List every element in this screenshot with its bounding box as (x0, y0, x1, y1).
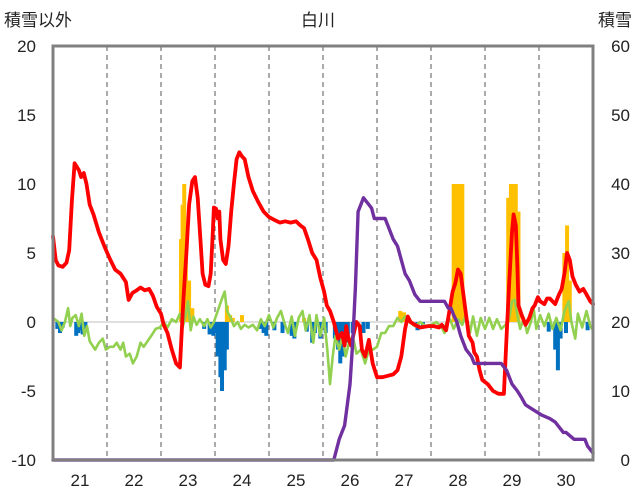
bar (565, 225, 570, 322)
x-tick-label: 26 (341, 471, 360, 490)
left-y-tick-labels: -10 -5 0 5 10 15 20 (11, 37, 36, 470)
left-y-tick-label: 15 (17, 106, 36, 125)
left-y-tick-label: 10 (17, 175, 36, 194)
bar (76, 322, 81, 334)
left-y-tick-label: -10 (11, 451, 36, 470)
x-tick-label: 29 (503, 471, 522, 490)
bar (562, 253, 567, 322)
left-y-tick-label: -5 (21, 382, 36, 401)
bar (365, 322, 370, 329)
bar (211, 322, 216, 336)
chart-title: 白川 (301, 11, 335, 30)
plot-frame (51, 44, 595, 462)
line-series-4 (51, 196, 595, 462)
bar (222, 322, 227, 371)
bar (564, 322, 568, 334)
right-y-tick-label: 50 (611, 106, 630, 125)
right-y-tick-label: 60 (611, 37, 630, 56)
right-y-tick-label: 40 (611, 175, 630, 194)
x-tick-labels: 21 22 23 24 25 26 27 28 29 30 (71, 471, 576, 490)
x-tick-label: 21 (71, 471, 90, 490)
x-tick-label: 30 (557, 471, 576, 490)
bar (457, 184, 462, 322)
x-tick-label: 24 (233, 471, 252, 490)
bar (553, 322, 558, 350)
bar (511, 184, 516, 322)
bar (224, 305, 229, 322)
bar (460, 184, 465, 322)
bar (55, 322, 60, 329)
x-tick-label: 23 (179, 471, 198, 490)
bar (261, 322, 266, 334)
bar (506, 197, 511, 322)
left-y-tick-label: 0 (27, 313, 36, 332)
bar (264, 322, 269, 336)
bar (220, 322, 225, 391)
bar (289, 322, 294, 336)
right-y-tick-labels: 0 10 20 30 40 50 60 (611, 37, 630, 470)
left-y-tick-label: 5 (27, 244, 36, 263)
gridlines (106, 46, 540, 460)
bar (454, 184, 459, 322)
bar (280, 322, 285, 334)
right-y-tick-label: 30 (611, 244, 630, 263)
bar (361, 322, 366, 334)
right-y-tick-label: 20 (611, 313, 630, 332)
right-y-tick-label: 10 (611, 382, 630, 401)
line-series (51, 150, 595, 462)
bar (190, 308, 195, 322)
left-axis-title: 積雪以外 (4, 11, 72, 30)
line-series-3 (51, 150, 595, 396)
x-tick-label: 28 (449, 471, 468, 490)
bar (451, 184, 456, 322)
bar (207, 322, 212, 335)
bar (240, 315, 244, 322)
x-tick-label: 22 (125, 471, 144, 490)
left-y-tick-label: 20 (17, 37, 36, 56)
x-tick-label: 25 (287, 471, 306, 490)
x-tick-label: 27 (395, 471, 414, 490)
bar (215, 322, 220, 357)
bar (83, 322, 88, 329)
bar (585, 322, 590, 331)
bar (546, 322, 551, 332)
bar (258, 322, 263, 329)
right-axis-title: 積雪 (598, 11, 632, 30)
bar (398, 310, 403, 322)
right-y-tick-label: 0 (621, 451, 630, 470)
bar (74, 322, 79, 336)
bar (224, 322, 229, 350)
bar (555, 322, 560, 371)
